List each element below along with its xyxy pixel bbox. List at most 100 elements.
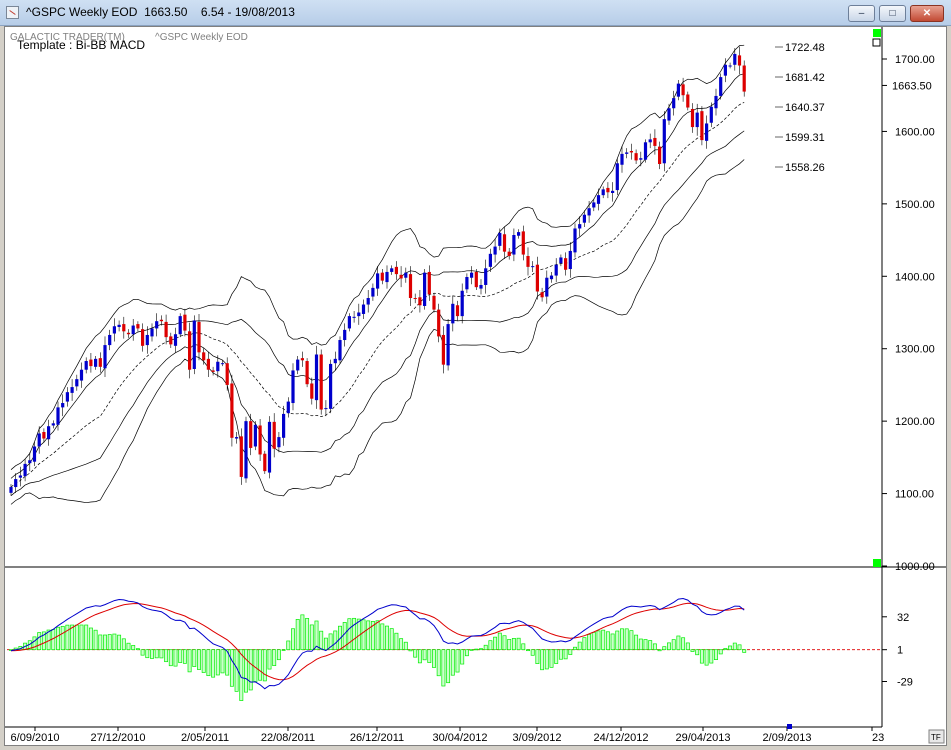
macd-histogram-bar [479, 648, 483, 651]
candle-body [272, 421, 276, 449]
candle-body [582, 214, 586, 223]
tf-button[interactable] [928, 729, 945, 744]
candle-body [314, 354, 319, 401]
band-value-label: 1640.37 [785, 102, 825, 114]
macd-histogram-bar [197, 649, 201, 670]
candle-body [700, 111, 704, 141]
macd-histogram-bar [295, 619, 300, 651]
candle-body [220, 363, 225, 365]
macd-histogram-bar [121, 638, 126, 651]
candle-body [446, 324, 450, 366]
macd-histogram-bar [695, 649, 700, 656]
candle-body [84, 361, 88, 370]
macd-histogram-bar [88, 627, 93, 651]
candle-body [648, 139, 652, 143]
macd-histogram-bar [154, 649, 159, 659]
candle-body [366, 298, 370, 305]
macd-histogram-bar [74, 624, 79, 651]
macd-histogram-bar [483, 644, 488, 651]
date-tick-label: 23 [872, 732, 884, 744]
candle-body [192, 320, 196, 369]
candle-body [498, 232, 502, 246]
chart-frame: GALACTIC TRADER(TM) ^GSPC Weekly EOD Tem… [4, 26, 947, 746]
macd-histogram-bar [493, 636, 498, 651]
macd-histogram-bar [511, 638, 516, 651]
candle-body [183, 314, 187, 331]
macd-histogram-bar [300, 614, 305, 651]
minimize-button[interactable]: – [848, 5, 875, 22]
macd-histogram-bar [591, 632, 596, 651]
macd-histogram-bar [667, 642, 671, 651]
macd-histogram-bar [403, 641, 408, 651]
candle-body [347, 316, 351, 329]
maximize-button[interactable]: □ [879, 5, 906, 22]
scale-toggle-icon[interactable] [872, 38, 881, 47]
macd-histogram-bar [413, 649, 418, 658]
candle-body [211, 370, 215, 372]
candle-body [277, 437, 281, 448]
candle-body [47, 426, 51, 440]
macd-histogram-bar [587, 634, 592, 651]
panel-green-marker[interactable] [873, 559, 881, 567]
macd-histogram-bar [540, 649, 545, 671]
candle-body [408, 274, 413, 299]
candle-body [253, 424, 257, 447]
macd-tick-label: -29 [897, 677, 913, 689]
macd-histogram-bar [206, 649, 211, 677]
candle-body [108, 334, 112, 346]
candle-body [676, 83, 680, 97]
macd-histogram-bar [605, 631, 610, 651]
macd-histogram-bar [352, 617, 357, 651]
macd-histogram-bar [182, 649, 187, 664]
candle-body [305, 361, 309, 385]
candle-body [535, 264, 539, 292]
candle-body [42, 432, 46, 439]
candle-body [136, 324, 140, 329]
macd-histogram-bar [187, 649, 192, 673]
macd-histogram-bar [333, 630, 338, 651]
candle-body [258, 425, 262, 455]
candle-body [418, 297, 422, 306]
macd-histogram-bar [544, 649, 549, 670]
macd-histogram-bar [56, 626, 60, 651]
candle-body [94, 358, 98, 367]
top-green-marker[interactable] [873, 29, 881, 37]
candle-body [385, 271, 389, 283]
candle-body [404, 272, 408, 278]
candle-body [244, 421, 248, 479]
macd-histogram-bar [248, 649, 253, 691]
macd-histogram-bar [474, 648, 479, 651]
macd-histogram-bar [93, 629, 98, 651]
candle-body [169, 336, 173, 345]
candle-body [465, 277, 469, 290]
symbol-subtitle: ^GSPC Weekly EOD [155, 32, 248, 43]
macd-histogram-bar [662, 646, 667, 651]
macd-histogram-bar [685, 642, 690, 651]
candle-body [380, 272, 384, 281]
chart-canvas[interactable]: GALACTIC TRADER(TM) ^GSPC Weekly EOD Tem… [5, 27, 946, 745]
candle-body [286, 401, 290, 414]
macd-histogram-bar [201, 649, 206, 673]
macd-histogram-bar [582, 637, 587, 651]
price-tick-label: 1600.00 [895, 126, 935, 138]
candle-body [65, 392, 69, 402]
macd-histogram-bar [220, 649, 225, 674]
candle-body [479, 284, 483, 289]
candle-body [662, 119, 666, 164]
candle-body [568, 250, 572, 270]
band-value-label: 1558.26 [785, 162, 825, 174]
macd-histogram-bar [737, 644, 742, 651]
candle-body [103, 345, 107, 369]
candle-body [427, 271, 431, 295]
chart-app-icon[interactable] [6, 6, 19, 19]
candle-body [455, 305, 460, 317]
macd-histogram-bar [699, 649, 704, 664]
macd-histogram-bar [526, 649, 530, 652]
macd-histogram-bar [366, 620, 371, 651]
macd-histogram-bar [469, 649, 474, 651]
close-button[interactable]: ✕ [910, 5, 944, 22]
price-panel[interactable] [7, 27, 882, 567]
candle-body [235, 437, 239, 439]
macd-histogram-bar [131, 645, 136, 651]
macd-histogram-bar [253, 649, 258, 682]
